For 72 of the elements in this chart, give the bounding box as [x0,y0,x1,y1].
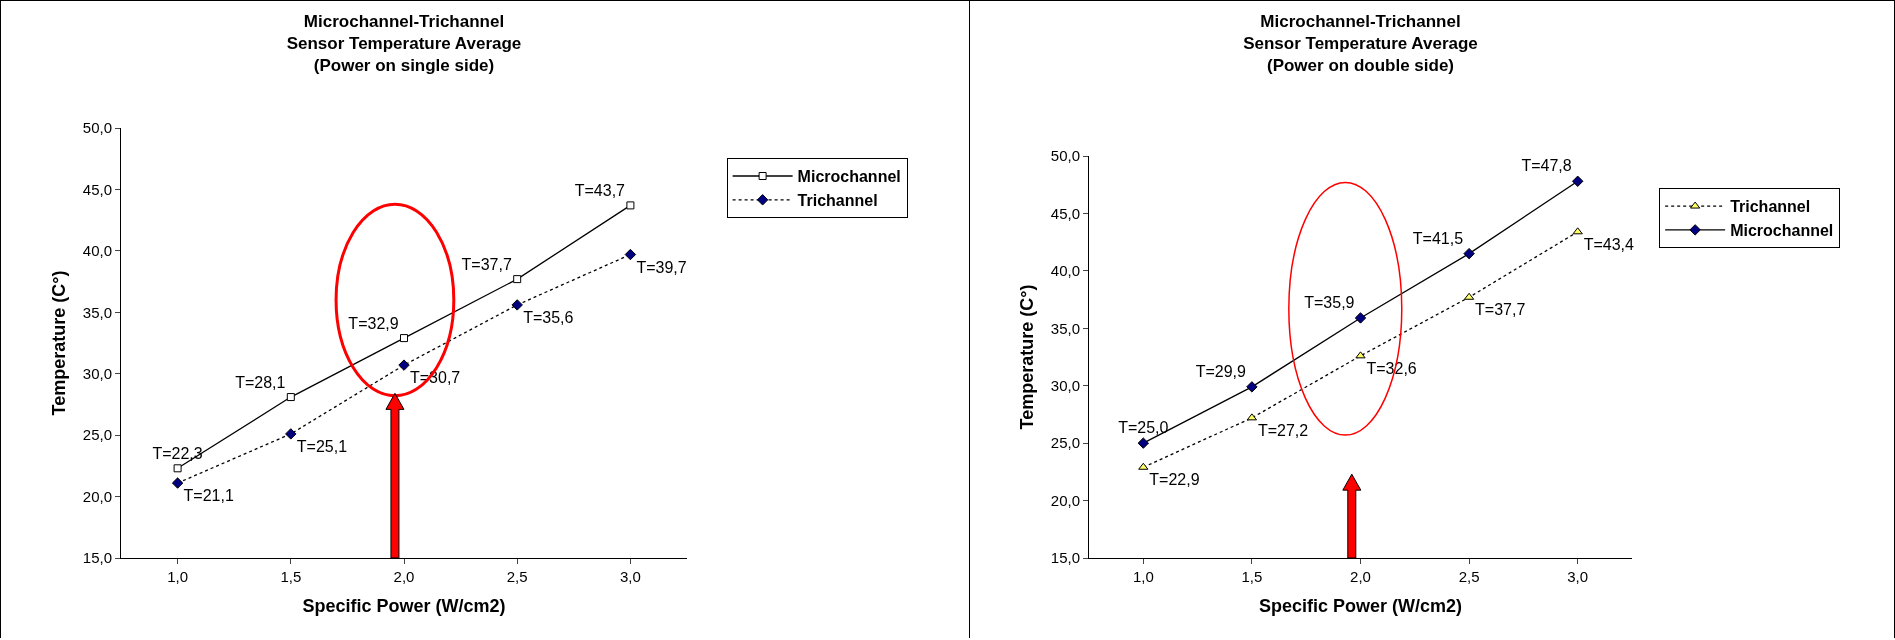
data-label: T=37,7 [461,255,512,273]
point [1138,462,1149,470]
data-label: T=22,3 [152,444,203,462]
data-label: T=22,9 [1149,471,1200,489]
data-label: T=21,1 [183,487,234,505]
legend-label: Trichannel [797,192,878,210]
data-label: T=25,0 [1118,419,1169,437]
point [1572,175,1584,187]
legend-label: Trichannel [1730,198,1811,216]
point [1246,381,1258,393]
y-tick-label: 20,0 [1050,491,1080,509]
y-tick-label: 45,0 [82,180,112,198]
y-tick-label: 15,0 [1050,549,1080,567]
point [1572,227,1583,235]
x-tick-label: 2,5 [506,568,528,585]
y-tick-label: 25,0 [82,426,112,444]
point [285,428,297,440]
point [511,299,523,311]
y-tick-label: 30,0 [82,364,112,382]
x-tick-label: 1,5 [280,568,302,585]
y-tick-label: 50,0 [82,119,112,137]
point [513,275,522,284]
y-tick-label: 30,0 [1050,376,1080,394]
y-tick-label: 50,0 [1050,147,1080,165]
data-label: T=35,6 [523,308,574,326]
x-tick-label: 2,0 [393,568,415,585]
y-tick-label: 25,0 [1050,434,1080,452]
point [400,334,408,343]
point [173,464,182,473]
y-tick-label: 15,0 [82,549,112,567]
point [1463,247,1475,260]
point [1355,351,1366,359]
y-tick-label: 35,0 [82,303,112,321]
x-tick-label: 3,0 [619,568,641,585]
x-tick-label: 2,0 [1350,568,1371,585]
data-label: T=47,8 [1521,157,1572,175]
point [398,359,410,371]
x-axis-title: Specific Power (W/cm2) [302,596,506,617]
point [171,477,184,489]
x-tick-label: 1,0 [167,568,189,585]
data-label: T=27,2 [1257,421,1309,439]
data-label: T=29,9 [1195,362,1246,380]
y-tick-label: 40,0 [82,242,112,260]
point [1137,437,1149,449]
x-tick-label: 1,0 [1132,568,1154,585]
y-tick-label: 20,0 [82,487,112,505]
y-tick-label: 45,0 [1050,204,1080,222]
data-label: T=43,4 [1583,235,1635,253]
point [286,393,295,402]
data-label: T=37,7 [1475,301,1526,319]
legend-label: Microchannel [797,168,901,186]
y-tick-label: 35,0 [1050,319,1080,337]
y-axis-title: Temperature (C°) [1017,284,1037,430]
x-axis-title: Specific Power (W/cm2) [1258,596,1463,617]
legend-label: Microchannel [1730,222,1834,240]
point [626,201,635,210]
data-label: T=43,7 [574,182,626,200]
data-label: T=25,1 [296,437,348,455]
data-label: T=39,7 [636,258,687,276]
x-tick-label: 1,5 [1241,568,1263,585]
chart-title: Microchannel-Trichannel Sensor Temperature Average (Power on double side) [1243,11,1478,75]
y-tick-label: 40,0 [1050,262,1080,280]
chart-title: Microchannel-Trichannel Sensor Temperature Average (Power on single side) [286,11,522,75]
data-label: T=32,9 [348,314,399,332]
data-label: T=28,1 [235,373,286,391]
data-label: T=41,5 [1412,229,1464,247]
x-tick-label: 2,5 [1458,568,1480,585]
point [1354,312,1367,324]
data-label: T=35,9 [1304,293,1355,311]
point [624,248,637,261]
x-tick-label: 3,0 [1567,568,1589,585]
y-axis-title: Temperature (C°) [49,270,69,416]
